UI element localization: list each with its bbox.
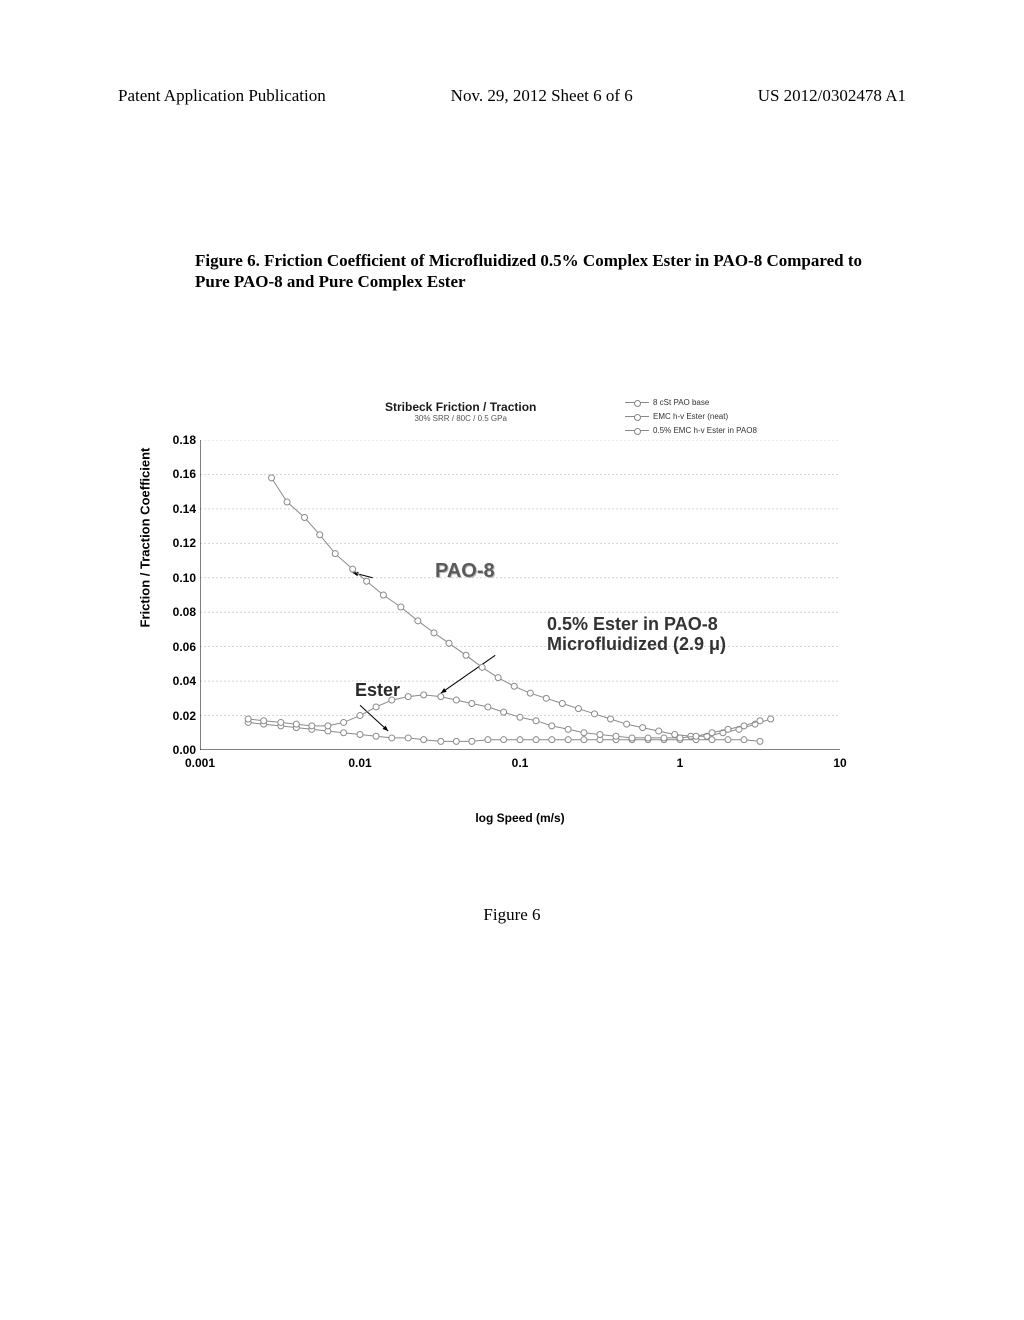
ytick-label: 0.02 <box>158 709 196 723</box>
header-right: US 2012/0302478 A1 <box>758 86 906 106</box>
annotation-pao8: PAO-8 <box>435 560 495 583</box>
header-center: Nov. 29, 2012 Sheet 6 of 6 <box>451 86 633 106</box>
x-axis-label: log Speed (m/s) <box>155 811 885 825</box>
chart-subtitle: 30% SRR / 80C / 0.5 GPa <box>385 414 536 423</box>
friction-chart: Stribeck Friction / Traction 30% SRR / 8… <box>155 400 885 815</box>
xtick-label: 0.001 <box>185 756 215 770</box>
legend-item-0: 8 cSt PAO base <box>625 395 757 409</box>
chart-legend: 8 cSt PAO base EMC h-v Ester (neat) 0.5%… <box>625 395 757 437</box>
ytick-label: 0.06 <box>158 640 196 654</box>
chart-title: Stribeck Friction / Traction <box>385 400 536 414</box>
y-axis-label: Friction / Traction Coefficient <box>138 448 153 628</box>
ytick-label: 0.08 <box>158 605 196 619</box>
xtick-label: 0.1 <box>512 756 529 770</box>
legend-item-1: EMC h-v Ester (neat) <box>625 409 757 423</box>
legend-item-2: 0.5% EMC h-v Ester in PAO8 <box>625 423 757 437</box>
page-header: Patent Application Publication Nov. 29, … <box>118 86 906 106</box>
ytick-label: 0.00 <box>158 743 196 757</box>
ytick-label: 0.14 <box>158 502 196 516</box>
ytick-label: 0.18 <box>158 433 196 447</box>
annotation-ester: Ester <box>355 680 400 701</box>
xtick-label: 10 <box>833 756 846 770</box>
ytick-label: 0.04 <box>158 674 196 688</box>
ytick-label: 0.12 <box>158 536 196 550</box>
chart-plot-area <box>200 440 840 750</box>
figure-caption: Figure 6 <box>0 905 1024 925</box>
header-left: Patent Application Publication <box>118 86 326 106</box>
ytick-label: 0.16 <box>158 467 196 481</box>
annotation-microfluidized: 0.5% Ester in PAO-8 Microfluidized (2.9 … <box>547 615 726 655</box>
figure-title: Figure 6. Friction Coefficient of Microf… <box>195 250 884 293</box>
ytick-label: 0.10 <box>158 571 196 585</box>
chart-title-block: Stribeck Friction / Traction 30% SRR / 8… <box>385 400 536 423</box>
xtick-label: 1 <box>677 756 684 770</box>
xtick-label: 0.01 <box>348 756 371 770</box>
